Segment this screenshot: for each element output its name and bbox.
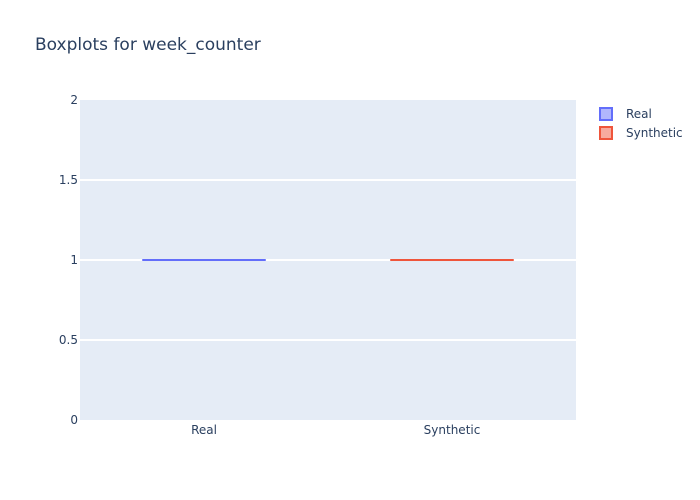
y-axis-ticks: 0 0.5 1 1.5 2 [59,93,78,427]
legend-swatch [599,126,613,140]
y-tick-label: 1.5 [59,173,78,187]
legend-label: Synthetic [626,126,683,140]
y-tick-label: 1 [70,253,78,267]
y-tick-label: 0.5 [59,333,78,347]
legend-item-real[interactable]: Real [599,107,652,121]
chart-title: Boxplots for week_counter [35,35,261,55]
y-tick-label: 2 [70,93,78,107]
x-axis-ticks: Real Synthetic [191,423,480,437]
legend-item-synthetic[interactable]: Synthetic [599,126,683,140]
x-tick-label: Synthetic [424,423,481,437]
legend-swatch [599,107,613,121]
x-tick-label: Real [191,423,217,437]
legend-label: Real [626,107,652,121]
y-tick-label: 0 [70,413,78,427]
legend[interactable]: Real Synthetic [599,107,683,140]
